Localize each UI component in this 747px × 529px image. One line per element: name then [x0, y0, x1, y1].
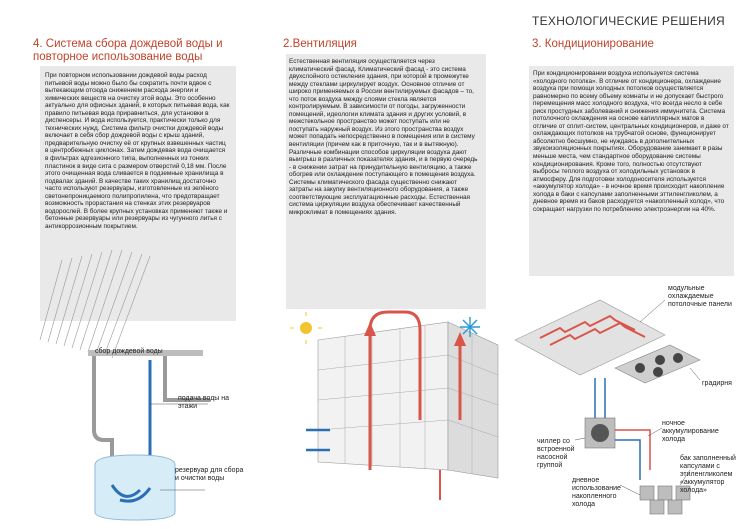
chilled-pipes [594, 378, 606, 418]
section3-paragraph: При кондиционировании воздуха использует… [533, 70, 729, 213]
label-collect: сбор дождевой воды [95, 348, 163, 355]
section1: 4. Система сбора дождевой воды и повторн… [33, 38, 235, 64]
section1-paragraph: При повторном использовании дождевой вод… [45, 72, 230, 230]
section2-paragraph: Естественная вентиляция осуществляется ч… [289, 58, 478, 216]
sun-icon [300, 322, 312, 334]
sun-rays [290, 312, 322, 344]
supply-pipe [163, 356, 210, 402]
section2-title: 2.Вентиляция [283, 38, 357, 50]
section2-body: Естественная вентиляция осуществляется ч… [289, 58, 481, 216]
label-supply: подача воды на этажи [178, 395, 230, 410]
building [317, 321, 499, 479]
section1-title: 4. Система сбора дождевой воды и повторн… [33, 38, 223, 63]
label-day: дневное использование накопленного холод… [572, 477, 621, 508]
section2-text-background [286, 54, 486, 309]
page-header: ТЕХНОЛОГИЧЕСКИЕ РЕШЕНИЯ [531, 14, 725, 28]
label-radiator: градирня [702, 380, 732, 387]
section3-title: 3. Кондиционирование [532, 38, 654, 50]
label-night: ночное аккумулирование холода [662, 420, 719, 443]
section3: 3. Кондиционирование [532, 38, 732, 51]
section3-body: При кондиционировании воздуха использует… [533, 70, 729, 213]
downpipe [92, 356, 114, 480]
water-tank [94, 454, 176, 521]
radiator-fans [635, 353, 683, 377]
cold-pipe [615, 439, 641, 480]
hot-pipe [615, 429, 651, 470]
label-tank: резервуар для сбора и очистки воды [175, 467, 244, 482]
capillary-mats [539, 314, 646, 346]
section3-text-background [529, 66, 734, 276]
swirl-arrow-2 [119, 487, 152, 503]
chiller-fan [591, 424, 609, 442]
swirl-arrow [110, 484, 142, 498]
snowflake-icon [460, 317, 480, 337]
radiator [614, 344, 701, 384]
ceiling-panels [514, 299, 666, 376]
label-chiller: чиллер со встроенной насосной группой [537, 438, 575, 469]
section2: 2.Вентиляция [283, 38, 483, 51]
label-tanks: бак заполненный капсулами с этиленгликол… [680, 455, 736, 494]
label-panels: модульные охлаждаемые потолочные панели [668, 285, 732, 308]
warm-air-arrow [368, 310, 422, 470]
section1-body: При повторном использовании дождевой вод… [45, 72, 230, 230]
warm-air-arrow-side-head [454, 332, 466, 346]
warm-air-arrow-head [364, 322, 376, 336]
